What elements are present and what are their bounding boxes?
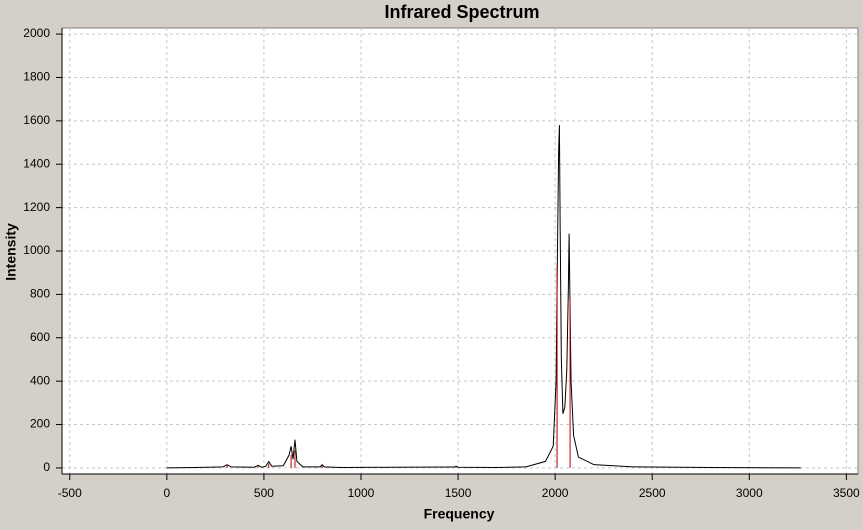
- y-tick-label: 1600: [23, 113, 50, 127]
- y-tick-label: 800: [30, 287, 50, 301]
- x-axis-label: Frequency: [424, 506, 495, 522]
- chart-title: Infrared Spectrum: [384, 2, 539, 22]
- x-tick-label: 1000: [348, 486, 375, 500]
- y-tick-label: 2000: [23, 26, 50, 40]
- y-tick-label: 1200: [23, 200, 50, 214]
- y-tick-label: 1800: [23, 70, 50, 84]
- y-axis-label: Intensity: [3, 223, 19, 281]
- x-tick-label: 3500: [833, 486, 860, 500]
- x-tick-label: 1500: [445, 486, 472, 500]
- y-tick-label: 1000: [23, 243, 50, 257]
- x-tick-label: 3000: [736, 486, 763, 500]
- x-tick-label: 500: [254, 486, 274, 500]
- y-tick-label: 600: [30, 330, 50, 344]
- x-tick-label: -500: [58, 486, 82, 500]
- y-tick-label: 1400: [23, 156, 50, 170]
- x-tick-label: 2000: [542, 486, 569, 500]
- spectrum-line: [166, 125, 801, 469]
- x-tick-label: 2500: [639, 486, 666, 500]
- x-tick-label: 0: [163, 486, 170, 500]
- y-tick-label: 200: [30, 417, 50, 431]
- y-tick-label: 0: [43, 460, 50, 474]
- y-tick-label: 400: [30, 373, 50, 387]
